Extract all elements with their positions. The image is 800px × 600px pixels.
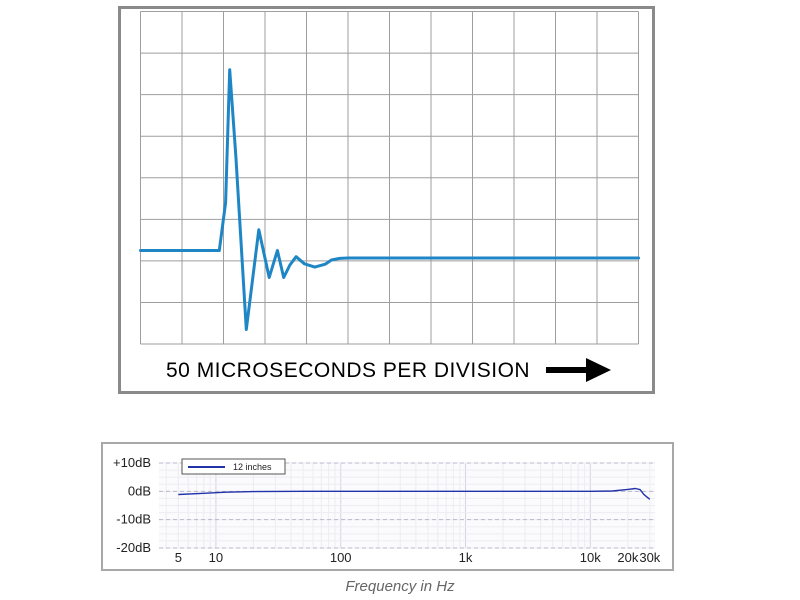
x-tick-label: 5 bbox=[175, 550, 182, 565]
oscilloscope-grid bbox=[140, 11, 639, 345]
legend: 12 inches bbox=[181, 458, 286, 475]
frequency-axis-title: Frequency in Hz bbox=[345, 578, 455, 595]
arrow-right-icon bbox=[546, 358, 611, 382]
frequency-response-frame: +10dB 0dB -10dB -20dB 5 10 100 1k 10k 20k 30k 12 … bbox=[101, 442, 674, 571]
x-tick-label: 10 bbox=[209, 550, 223, 565]
y-tick-label: -10dB bbox=[116, 512, 151, 527]
oscilloscope-chart: 50 MICROSECONDS PER DIVISION bbox=[139, 11, 643, 388]
y-tick-label: +10dB bbox=[113, 455, 151, 470]
x-tick-label: 20k bbox=[617, 550, 638, 565]
oscilloscope-frame: 50 MICROSECONDS PER DIVISION bbox=[118, 6, 655, 394]
x-tick-label: 100 bbox=[330, 550, 352, 565]
x-tick-label: 30k bbox=[639, 550, 660, 565]
x-tick-label: 10k bbox=[580, 550, 601, 565]
frequency-response-line bbox=[178, 487, 651, 500]
y-tick-label: -20dB bbox=[116, 540, 151, 555]
x-tick-label: 1k bbox=[459, 550, 473, 565]
y-tick-labels: +10dB 0dB -10dB -20dB bbox=[113, 455, 151, 555]
time-division-label: 50 MICROSECONDS PER DIVISION bbox=[166, 359, 530, 382]
legend-label: 12 inches bbox=[233, 462, 272, 472]
legend-box bbox=[181, 458, 286, 475]
y-tick-label: 0dB bbox=[128, 483, 151, 498]
impulse-response-line bbox=[139, 68, 640, 331]
frequency-response-chart: +10dB 0dB -10dB -20dB 5 10 100 1k 10k 20k 30k 12 … bbox=[113, 455, 661, 565]
frequency-grid bbox=[159, 462, 655, 549]
x-tick-labels: 5 10 100 1k 10k 20k 30k bbox=[175, 550, 661, 565]
